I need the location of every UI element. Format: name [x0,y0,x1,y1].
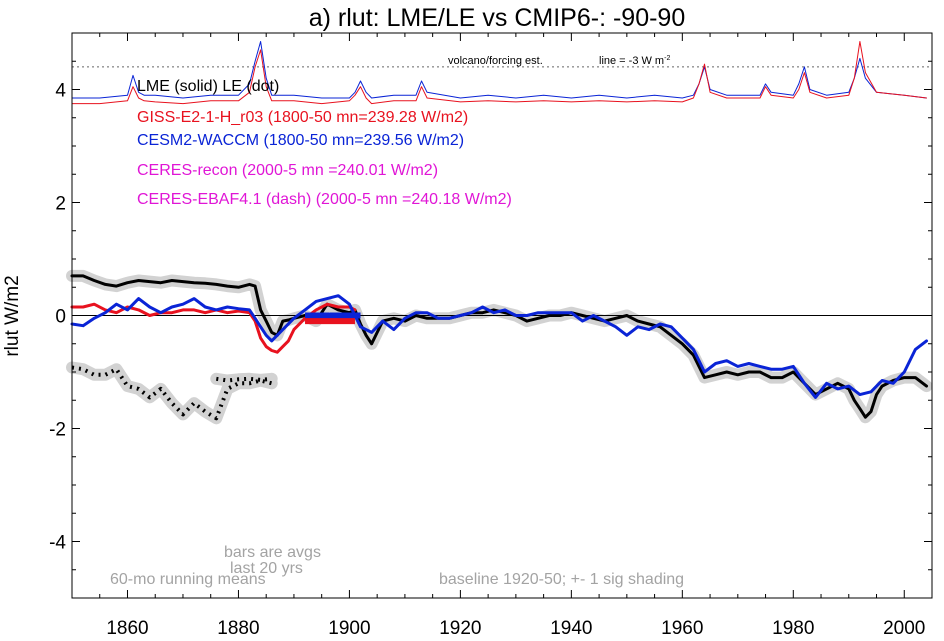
line-note-superscript: -2 [664,55,670,62]
x-tick-label: 1860 [106,618,148,639]
x-tick-label: 2000 [883,618,925,639]
series-layer [70,41,928,421]
legend-ceres-ebaf: CERES-EBAF4.1 (dash) (2000-5 mn =240.18 … [137,191,512,208]
y-tick-label: 0 [55,307,66,328]
y-tick-label: 4 [55,81,66,102]
legend: LME (solid) LE (dot) GISS-E2-1-H_r03 (18… [137,78,512,208]
legend-cesm: CESM2-WACCM (1800-50 mn=239.56 W/m2) [137,132,464,149]
series-lme-solid [70,274,928,419]
bars-note-1: bars are avgs [224,544,321,561]
average-bars [305,312,361,325]
series-cesm2-waccm [70,294,928,399]
legend-ceres-recon: CERES-recon (2000-5 mn =240.01 W/m2) [137,162,438,179]
x-tick-label: 1880 [217,618,259,639]
axes: 1860 1880 1900 1920 1940 1960 1980 2000 4 2 0 -2 -4 [49,32,933,639]
running-means-note: 60-mo running means [110,571,266,588]
bars-note-2: last 20 yrs [230,560,303,577]
chart-title: a) rlut: LME/LE vs CMIP6-: -90-90 [309,4,686,32]
series-giss-e2-1-h-r03-forcing [71,41,927,105]
y-tick-label: 2 [55,194,66,215]
x-tick-label: 1980 [772,618,814,639]
volcano-note: volcano/forcing est. [448,55,543,67]
line-note: line = -3 W m-2 [599,55,670,67]
x-tick-label: 1900 [328,618,370,639]
x-tick-label: 1960 [661,618,703,639]
y-axis-title: rlut W/m2 [2,275,23,356]
legend-lme: LME (solid) LE (dot) [137,78,279,95]
shading-layer [66,269,933,425]
y-tick-label: -4 [49,533,66,554]
baseline-note: baseline 1920-50; +- 1 sig shading [439,571,684,588]
reference-lines [72,66,932,316]
y-axis-title-group: rlut W/m2 [2,275,23,356]
shading-lme-solid [66,269,933,424]
series-giss-e2-1-h-r03 [70,302,357,354]
x-tick-label: 1920 [439,618,481,639]
line-note-text: line = -3 W m [599,55,664,67]
y-tick-label: -2 [49,420,66,441]
legend-giss: GISS-E2-1-H_r03 (1800-50 mn=239.28 W/m2) [137,109,468,126]
shading-le-dot-segment [210,372,278,387]
x-tick-label: 1940 [550,618,592,639]
series-cesm2-waccm-forcing [71,41,927,99]
